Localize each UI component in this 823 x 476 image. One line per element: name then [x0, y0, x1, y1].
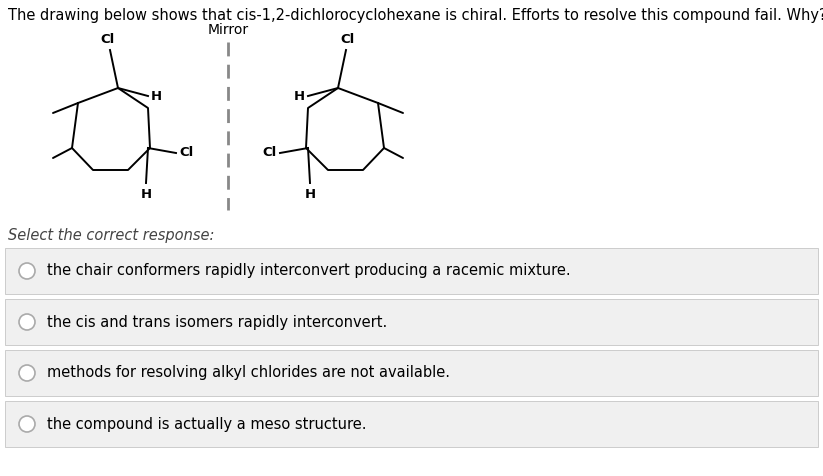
- Text: H: H: [141, 188, 151, 201]
- Text: Cl: Cl: [341, 33, 356, 46]
- Text: methods for resolving alkyl chlorides are not available.: methods for resolving alkyl chlorides ar…: [47, 366, 450, 380]
- Text: Cl: Cl: [263, 147, 277, 159]
- Text: Cl: Cl: [179, 147, 193, 159]
- FancyBboxPatch shape: [5, 248, 818, 294]
- Text: H: H: [294, 89, 305, 102]
- Text: Select the correct response:: Select the correct response:: [8, 228, 214, 243]
- Text: the compound is actually a meso structure.: the compound is actually a meso structur…: [47, 416, 366, 432]
- Circle shape: [19, 263, 35, 279]
- Text: Mirror: Mirror: [207, 23, 249, 37]
- Circle shape: [19, 365, 35, 381]
- Circle shape: [19, 416, 35, 432]
- Text: the chair conformers rapidly interconvert producing a racemic mixture.: the chair conformers rapidly interconver…: [47, 264, 570, 278]
- Text: the cis and trans isomers rapidly interconvert.: the cis and trans isomers rapidly interc…: [47, 315, 388, 329]
- Text: H: H: [151, 89, 162, 102]
- Text: Cl: Cl: [101, 33, 115, 46]
- FancyBboxPatch shape: [5, 350, 818, 396]
- Circle shape: [19, 314, 35, 330]
- FancyBboxPatch shape: [5, 299, 818, 345]
- Text: H: H: [305, 188, 315, 201]
- FancyBboxPatch shape: [5, 401, 818, 447]
- Text: The drawing below shows that cis-1,2-dichlorocyclohexane is chiral. Efforts to r: The drawing below shows that cis-1,2-dic…: [8, 8, 823, 23]
